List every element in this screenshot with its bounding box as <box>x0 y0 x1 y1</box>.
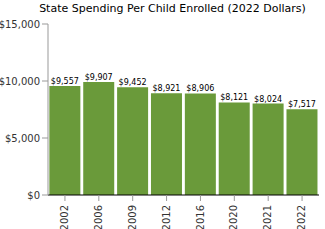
svg-text:$9,452: $9,452 <box>119 78 147 87</box>
svg-text:2022: 2022 <box>296 205 307 229</box>
svg-text:$5,000: $5,000 <box>8 133 40 144</box>
svg-text:2009: 2009 <box>127 205 138 229</box>
svg-text:$9,557: $9,557 <box>51 77 79 86</box>
svg-text:$8,906: $8,906 <box>186 84 214 93</box>
svg-text:$0: $0 <box>27 190 40 201</box>
svg-text:$8,024: $8,024 <box>254 95 282 104</box>
svg-text:2021: 2021 <box>262 205 273 229</box>
svg-text:2002: 2002 <box>59 205 70 229</box>
html-text:State Spending Per Child Enrol: State Spending Per Child Enrolled (2022 … <box>39 2 306 15</box>
svg-text:2016: 2016 <box>195 205 206 229</box>
svg-text:$10,000: $10,000 <box>8 76 40 87</box>
svg-text:$15,000: $15,000 <box>8 19 40 30</box>
svg-text:$8,921: $8,921 <box>152 84 180 93</box>
svg-text:2006: 2006 <box>93 205 104 229</box>
svg-text:$7,517: $7,517 <box>288 100 316 109</box>
svg-text:$9,907: $9,907 <box>85 73 113 82</box>
svg-text:2020: 2020 <box>228 205 239 229</box>
svg-text:$8,121: $8,121 <box>220 93 248 102</box>
svg-text:2012: 2012 <box>161 205 172 229</box>
